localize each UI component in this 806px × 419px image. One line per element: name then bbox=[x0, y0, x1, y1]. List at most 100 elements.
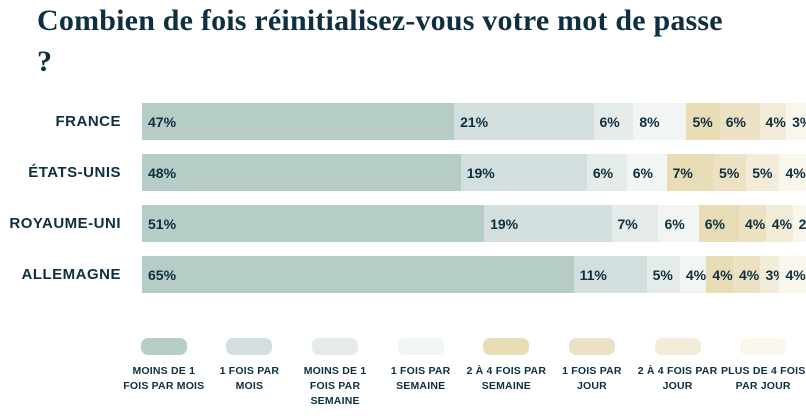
legend-swatch bbox=[568, 338, 615, 355]
stacked-bar: 47% 21% 6% 8% 5% 6% 4% 3% bbox=[142, 103, 806, 140]
legend-item: MOINS DE 1 FOIS PAR SEMAINE bbox=[292, 338, 378, 409]
legend-label: 1 FOIS PAR MOIS bbox=[219, 365, 280, 392]
bar-segment: 4% bbox=[679, 256, 707, 293]
country-label: ROYAUME-UNI bbox=[9, 215, 121, 232]
bar-segment: 5% bbox=[713, 154, 747, 191]
bar-segment: 4% bbox=[779, 256, 806, 293]
legend-item: PLUS DE 4 FOIS PAR JOUR bbox=[720, 338, 806, 409]
bar-segment: 6% bbox=[698, 205, 739, 242]
bar-segment: 6% bbox=[586, 154, 627, 191]
segment-value: 4% bbox=[785, 164, 806, 181]
segment-value: 3% bbox=[792, 113, 806, 130]
bar-segment: 47% bbox=[142, 103, 455, 140]
bar-segment: 6% bbox=[626, 154, 667, 191]
legend-label: 2 À 4 FOIS PAR SEMAINE bbox=[466, 365, 547, 392]
bar-segment: 6% bbox=[658, 205, 699, 242]
legend-item: 1 FOIS PAR SEMAINE bbox=[378, 338, 464, 409]
segment-value: 7% bbox=[672, 164, 693, 181]
legend-item: 2 À 4 FOIS PAR JOUR bbox=[635, 338, 721, 409]
country-row: ALLEMAGNE 65% 11% 5% 4% 4% 4% 3% 4% bbox=[0, 256, 806, 293]
segment-value: 19% bbox=[466, 164, 495, 181]
bar-segment: 4% bbox=[765, 205, 793, 242]
legend-label: MOINS DE 1 FOIS PAR MOIS bbox=[123, 365, 205, 392]
segment-value: 4% bbox=[712, 266, 733, 283]
segment-value: 48% bbox=[148, 164, 177, 181]
legend-swatch bbox=[740, 338, 787, 355]
stacked-bar: 51% 19% 7% 6% 6% 4% 4% 2% bbox=[142, 205, 806, 242]
bar-segment: 4% bbox=[779, 154, 806, 191]
segment-value: 6% bbox=[592, 164, 614, 181]
legend-label: 1 FOIS PAR JOUR bbox=[562, 365, 622, 392]
country-label: FRANCE bbox=[55, 113, 121, 130]
bar-segment: 7% bbox=[666, 154, 714, 191]
bar-segment: 3% bbox=[786, 103, 806, 140]
bar-segment: 21% bbox=[454, 103, 594, 140]
segment-value: 4% bbox=[744, 215, 766, 232]
chart-title: Combien de fois réinitialisez-vous votre… bbox=[37, 4, 723, 78]
segment-value: 4% bbox=[785, 266, 806, 283]
bar-segment: 8% bbox=[633, 103, 687, 140]
segment-value: 19% bbox=[490, 215, 519, 232]
stacked-bar-chart: FRANCE47%21%6%8%5%6%4%3%ÉTATS-UNIS48%19%… bbox=[0, 103, 806, 293]
segment-value: 6% bbox=[664, 215, 685, 232]
stacked-bar: 65% 11% 5% 4% 4% 4% 3% 4% bbox=[142, 256, 806, 293]
bar-segment: 5% bbox=[746, 154, 780, 191]
segment-value: 21% bbox=[460, 113, 489, 130]
bar-segment: 48% bbox=[142, 154, 461, 191]
bar-segment: 4% bbox=[706, 256, 733, 293]
segment-value: 8% bbox=[639, 113, 660, 130]
segment-value: 6% bbox=[704, 215, 725, 232]
segment-value: 2% bbox=[798, 215, 806, 232]
segment-value: 6% bbox=[725, 113, 746, 130]
bar-segment: 4% bbox=[732, 256, 760, 293]
legend-label: 1 FOIS PAR SEMAINE bbox=[390, 365, 451, 392]
country-row: FRANCE 47% 21% 6% 8% 5% 6% 4% 3% bbox=[0, 103, 806, 140]
segment-value: 11% bbox=[579, 266, 607, 283]
legend-label: PLUS DE 4 FOIS PAR JOUR bbox=[720, 365, 806, 392]
legend-swatch bbox=[312, 338, 359, 355]
segment-value: 4% bbox=[771, 215, 793, 232]
segment-value: 5% bbox=[692, 113, 713, 130]
segment-value: 6% bbox=[632, 164, 653, 181]
legend-item: MOINS DE 1 FOIS PAR MOIS bbox=[121, 338, 207, 409]
bar-segment: 7% bbox=[611, 205, 659, 242]
legend-label: 2 À 4 FOIS PAR JOUR bbox=[637, 365, 718, 392]
country-row: ROYAUME-UNI 51% 19% 7% 6% 6% 4% 4% 2% bbox=[0, 205, 806, 242]
bar-segment: 65% bbox=[142, 256, 574, 293]
legend-item: 1 FOIS PAR MOIS bbox=[207, 338, 293, 409]
legend-item: 2 À 4 FOIS PAR SEMAINE bbox=[464, 338, 550, 409]
legend: MOINS DE 1 FOIS PAR MOIS 1 FOIS PAR MOIS M… bbox=[121, 338, 806, 409]
bar-segment: 11% bbox=[573, 256, 647, 293]
bar-segment: 6% bbox=[593, 103, 634, 140]
segment-value: 51% bbox=[148, 215, 177, 232]
segment-value: 65% bbox=[148, 266, 177, 283]
bar-segment: 5% bbox=[646, 256, 680, 293]
country-label: ALLEMAGNE bbox=[21, 266, 121, 283]
segment-value: 5% bbox=[652, 266, 673, 283]
bar-segment: 2% bbox=[792, 205, 806, 242]
segment-value: 5% bbox=[719, 164, 740, 181]
legend-swatch bbox=[226, 338, 273, 355]
segment-value: 7% bbox=[617, 215, 638, 232]
country-row: ÉTATS-UNIS 48% 19% 6% 6% 7% 5% 5% 4% bbox=[0, 154, 806, 191]
legend-swatch bbox=[483, 338, 530, 355]
segment-value: 4% bbox=[738, 266, 760, 283]
legend-item: 1 FOIS PAR JOUR bbox=[549, 338, 635, 409]
segment-value: 4% bbox=[685, 266, 707, 283]
bar-segment: 3% bbox=[759, 256, 786, 293]
stacked-bar: 48% 19% 6% 6% 7% 5% 5% 4% bbox=[142, 154, 806, 191]
legend-swatch bbox=[140, 338, 187, 355]
bar-segment: 51% bbox=[142, 205, 485, 242]
segment-value: 5% bbox=[752, 164, 773, 181]
bar-segment: 6% bbox=[719, 103, 760, 140]
legend-label: MOINS DE 1 FOIS PAR SEMAINE bbox=[303, 365, 367, 407]
legend-swatch bbox=[397, 338, 444, 355]
bar-segment: 5% bbox=[686, 103, 720, 140]
bar-segment: 19% bbox=[484, 205, 612, 242]
bar-segment: 4% bbox=[759, 103, 787, 140]
bar-segment: 4% bbox=[738, 205, 766, 242]
country-label: ÉTATS-UNIS bbox=[28, 164, 121, 181]
segment-value: 47% bbox=[148, 113, 177, 130]
segment-value: 6% bbox=[599, 113, 620, 130]
legend-swatch bbox=[654, 338, 701, 355]
